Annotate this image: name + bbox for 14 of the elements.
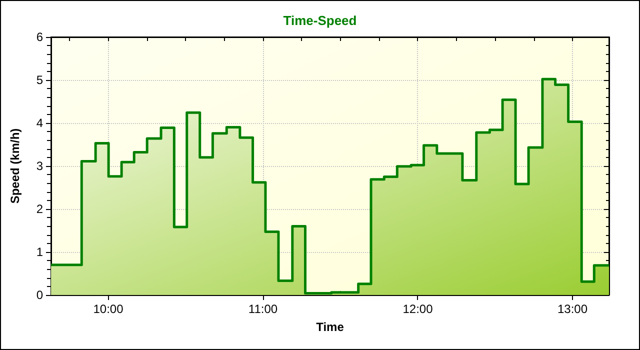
- x-tick-label: 11:00: [248, 302, 278, 316]
- y-tick-label: 4: [36, 116, 44, 130]
- chart-title: Time-Speed: [283, 13, 357, 28]
- y-axis-title: Speed (km/h): [8, 128, 22, 204]
- x-tick-label: 12:00: [402, 302, 434, 316]
- y-tick-label: 0: [36, 288, 44, 302]
- y-tick-label: 3: [36, 159, 44, 173]
- x-tick-label: 10:00: [93, 302, 124, 316]
- x-tick-label: 13:00: [557, 302, 588, 316]
- y-tick-label: 1: [36, 245, 44, 259]
- x-axis-title: Time: [316, 320, 344, 334]
- y-tick-label: 2: [36, 202, 44, 216]
- y-tick-label: 6: [36, 30, 44, 44]
- y-tick-label: 5: [36, 73, 44, 87]
